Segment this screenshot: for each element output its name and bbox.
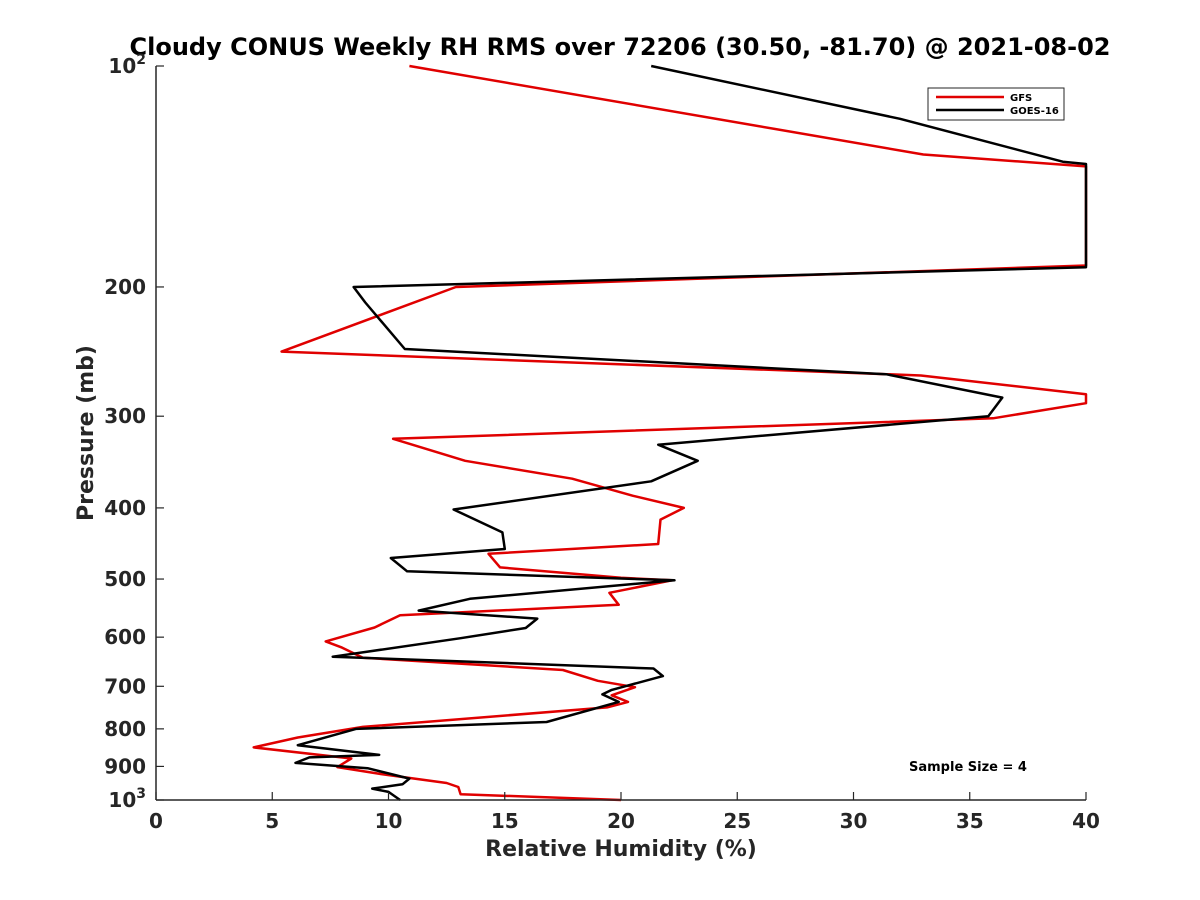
x-tick-label: 35 <box>956 809 984 833</box>
x-tick-label: 40 <box>1072 809 1100 833</box>
x-tick-label: 15 <box>491 809 519 833</box>
legend: GFS GOES-16 <box>927 87 1065 121</box>
y-tick-label: 800 <box>104 717 146 741</box>
y-tick-label: 600 <box>104 625 146 649</box>
y-tick-label: 102 <box>108 52 146 78</box>
legend-label-goes: GOES-16 <box>1010 106 1059 117</box>
x-tick-label: 10 <box>375 809 403 833</box>
plot-area <box>156 66 1086 800</box>
legend-label-gfs: GFS <box>1010 93 1032 104</box>
y-axis-label: Pressure (mb) <box>74 345 99 521</box>
y-tick-label: 300 <box>104 404 146 428</box>
legend-box <box>927 87 1065 121</box>
series-line-gfs <box>252 64 1088 802</box>
x-ticks: 0 5 10 15 20 25 30 35 40 <box>149 792 1100 833</box>
series-layer <box>252 64 1088 802</box>
x-tick-label: 20 <box>607 809 635 833</box>
x-tick-label: 5 <box>265 809 279 833</box>
chart-title: Cloudy CONUS Weekly RH RMS over 72206 (3… <box>130 33 1111 61</box>
y-tick-label: 200 <box>104 275 146 299</box>
y-tick-label: 400 <box>104 496 146 520</box>
y-tick-label: 500 <box>104 567 146 591</box>
y-ticks: 102 200 300 400 500 600 700 800 900 103 <box>104 52 164 812</box>
y-tick-label: 900 <box>104 754 146 778</box>
sample-size-annotation: Sample Size = 4 <box>909 760 1027 775</box>
x-tick-label: 0 <box>149 809 163 833</box>
y-tick-label: 103 <box>108 786 146 812</box>
x-axis-label: Relative Humidity (%) <box>485 837 757 862</box>
x-tick-label: 25 <box>723 809 751 833</box>
series-line-goes-16 <box>294 64 1088 802</box>
y-tick-label: 700 <box>104 674 146 698</box>
axes-background <box>156 66 1086 800</box>
x-tick-label: 30 <box>840 809 868 833</box>
